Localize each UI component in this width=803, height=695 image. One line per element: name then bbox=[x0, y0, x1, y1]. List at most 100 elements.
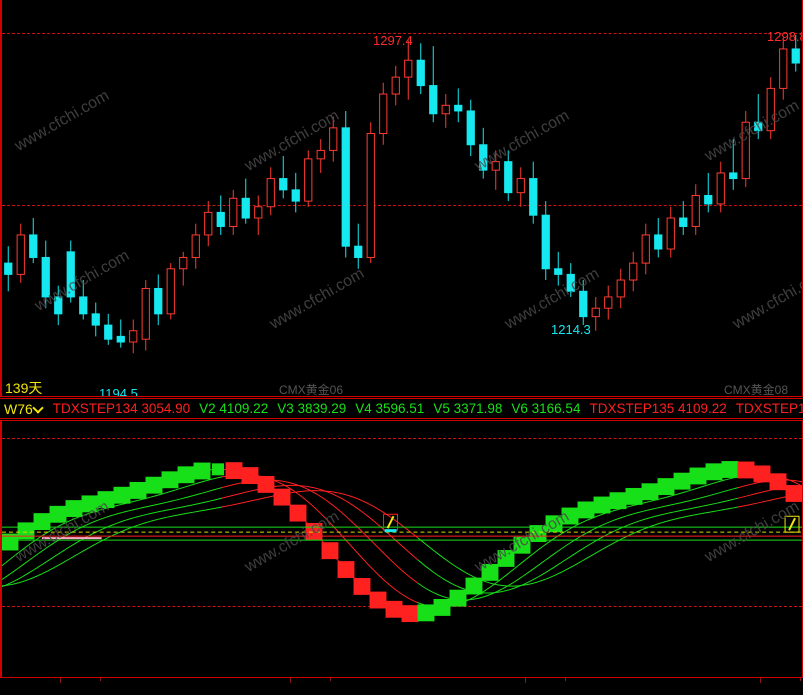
indicator-marker bbox=[161, 471, 179, 489]
indicator-band-segment bbox=[297, 493, 303, 498]
indicator-band-segment bbox=[633, 512, 639, 515]
readout-item-tdxstep135[interactable]: TDXSTEP135 4109.22 bbox=[589, 401, 727, 416]
readout-item-tdxstep134[interactable]: TDXSTEP134 3054.90 bbox=[52, 401, 191, 416]
indicator-band-segment bbox=[417, 582, 423, 587]
indicator-band-segment bbox=[177, 498, 183, 501]
indicator-band-segment bbox=[413, 556, 419, 561]
indicator-band-segment bbox=[217, 487, 223, 490]
candlestick bbox=[66, 240, 75, 303]
x-axis-tick-minor-3 bbox=[800, 678, 801, 681]
indicator-band-segment bbox=[589, 553, 595, 557]
indicator-band-segment bbox=[173, 488, 179, 491]
indicator-band-segment bbox=[189, 483, 195, 486]
indicator-band-segment bbox=[493, 583, 499, 586]
indicator-band-segment bbox=[509, 581, 515, 586]
indicator-band-segment bbox=[349, 503, 355, 507]
readout-item-tdxstep136[interactable]: TDXSTEP136 3839.29 bbox=[735, 401, 803, 416]
indicator-band-segment bbox=[513, 579, 519, 583]
indicator-band-segment bbox=[353, 505, 359, 510]
indicator-band-segment bbox=[729, 498, 735, 501]
indicator-marker bbox=[305, 522, 323, 540]
indicator-band-segment bbox=[221, 475, 227, 478]
indicator-band-segment bbox=[533, 581, 539, 584]
indicator-band-segment bbox=[73, 528, 79, 532]
indicator-band-segment bbox=[49, 528, 55, 532]
period-selector[interactable]: W76 bbox=[0, 401, 44, 417]
indicator-marker bbox=[609, 492, 627, 510]
readout-item-v3[interactable]: V3 3839.29 bbox=[277, 401, 347, 416]
candlestick bbox=[216, 195, 225, 235]
candlestick bbox=[291, 172, 300, 213]
indicator-flag-box-right[interactable] bbox=[784, 515, 800, 533]
indicator-band-segment bbox=[649, 499, 655, 502]
indicator-band-segment bbox=[437, 574, 443, 579]
candlestick bbox=[391, 65, 400, 106]
indicator-band-segment bbox=[165, 508, 171, 511]
indicator-band-segment bbox=[581, 546, 587, 550]
indicator-band-segment bbox=[649, 508, 655, 511]
readout-item-v5[interactable]: V5 3371.98 bbox=[433, 401, 503, 416]
indicator-band-segment bbox=[29, 556, 35, 561]
indicator-readout-bar[interactable]: W76 TDXSTEP134 3054.90 V2 4109.22 V3 3839.… bbox=[0, 398, 803, 419]
indicator-band-segment bbox=[725, 508, 731, 510]
indicator-band-segment bbox=[41, 561, 47, 566]
candlestick bbox=[754, 94, 763, 140]
indicator-band-segment bbox=[681, 491, 687, 494]
indicator-band-segment bbox=[597, 513, 603, 517]
indicator-band-segment bbox=[285, 485, 291, 489]
indicator-band-segment bbox=[561, 530, 567, 534]
indicator-band-segment bbox=[773, 498, 779, 500]
candlestick-price-panel[interactable]: www.cfchi.com www.cfchi.com www.cfchi.com w… bbox=[0, 0, 803, 397]
indicator-band-segment bbox=[205, 500, 211, 503]
indicator-band-segment bbox=[641, 510, 647, 513]
indicator-band-segment bbox=[697, 497, 703, 500]
tdxstep-indicator-panel[interactable]: www.cfchi.com www.cfchi.com www.cfchi.com w… bbox=[0, 420, 803, 678]
indicator-band-segment bbox=[53, 539, 59, 544]
indicator-band-segment bbox=[497, 584, 503, 587]
candlestick bbox=[741, 110, 750, 188]
chevron-down-icon[interactable] bbox=[34, 404, 43, 413]
readout-item-v4[interactable]: V4 3596.51 bbox=[355, 401, 425, 416]
candlestick bbox=[104, 313, 113, 345]
indicator-band-segment bbox=[497, 588, 503, 592]
indicator-band-segment bbox=[605, 521, 611, 524]
indicator-band-segment bbox=[529, 582, 535, 585]
indicator-band-segment bbox=[601, 522, 607, 526]
indicator-band-segment bbox=[617, 516, 623, 520]
readout-item-v2[interactable]: V2 4109.22 bbox=[199, 401, 269, 416]
indicator-marker bbox=[97, 491, 115, 509]
indicator-band-segment bbox=[429, 569, 435, 573]
indicator-band-segment bbox=[361, 557, 367, 563]
indicator-band-segment bbox=[629, 522, 635, 525]
indicator-band-segment bbox=[357, 527, 363, 532]
candlestick bbox=[129, 319, 138, 354]
indicator-band-segment bbox=[269, 495, 275, 498]
indicator-marker bbox=[785, 485, 802, 502]
indicator-band-segment bbox=[161, 492, 167, 495]
indicator-marker bbox=[433, 599, 451, 616]
indicator-band-segment bbox=[381, 511, 387, 515]
indicator-band-segment bbox=[445, 559, 451, 564]
indicator-band-segment bbox=[129, 517, 135, 520]
indicator-band-segment bbox=[189, 494, 195, 497]
indicator-band-segment bbox=[421, 585, 427, 589]
readout-item-v6[interactable]: V6 3166.54 bbox=[511, 401, 581, 416]
indicator-band-segment bbox=[169, 500, 175, 502]
indicator-band-segment bbox=[13, 552, 19, 557]
indicator-band-segment bbox=[429, 590, 435, 594]
indicator-band-segment bbox=[353, 548, 359, 554]
indicator-band-segment bbox=[105, 515, 111, 518]
indicator-band-segment bbox=[701, 512, 707, 514]
indicator-band-segment bbox=[369, 517, 375, 522]
indicator-band-segment bbox=[233, 503, 239, 506]
indicator-band-segment bbox=[717, 501, 723, 504]
indicator-band-segment bbox=[541, 571, 547, 576]
indicator-band-segment bbox=[413, 600, 419, 604]
indicator-band-segment bbox=[145, 505, 151, 508]
indicator-band-segment bbox=[197, 481, 203, 484]
indicator-band-segment bbox=[645, 500, 651, 503]
indicator-band-segment bbox=[301, 496, 307, 501]
indicator-band-segment bbox=[349, 544, 355, 550]
indicator-band-segment bbox=[721, 508, 727, 511]
indicator-band-segment bbox=[597, 536, 603, 541]
